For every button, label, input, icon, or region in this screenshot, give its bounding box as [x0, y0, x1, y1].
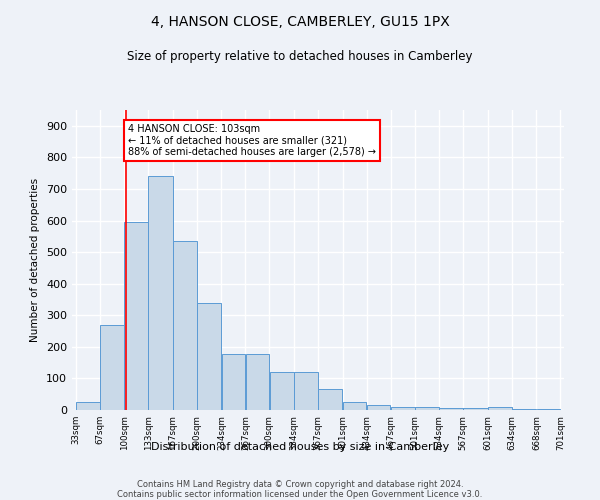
Bar	[148, 176, 173, 410]
Bar	[76, 402, 100, 410]
Bar	[269, 372, 294, 410]
Text: Contains HM Land Registry data © Crown copyright and database right 2024.
Contai: Contains HM Land Registry data © Crown c…	[118, 480, 482, 500]
Y-axis label: Number of detached properties: Number of detached properties	[31, 178, 40, 342]
Bar	[415, 407, 439, 410]
Bar	[221, 354, 245, 410]
Bar	[245, 354, 269, 410]
Text: Distribution of detached houses by size in Camberley: Distribution of detached houses by size …	[151, 442, 449, 452]
Bar	[367, 406, 391, 410]
Bar	[343, 402, 367, 410]
Bar	[124, 222, 148, 410]
Bar	[318, 388, 343, 410]
Bar	[294, 372, 318, 410]
Bar	[463, 408, 488, 410]
Text: 4 HANSON CLOSE: 103sqm
← 11% of detached houses are smaller (321)
88% of semi-de: 4 HANSON CLOSE: 103sqm ← 11% of detached…	[128, 124, 376, 158]
Bar	[197, 302, 221, 410]
Bar	[391, 407, 415, 410]
Bar	[488, 408, 512, 410]
Bar	[100, 324, 124, 410]
Bar	[439, 408, 463, 410]
Bar	[512, 409, 536, 410]
Text: Size of property relative to detached houses in Camberley: Size of property relative to detached ho…	[127, 50, 473, 63]
Bar	[536, 409, 560, 410]
Text: 4, HANSON CLOSE, CAMBERLEY, GU15 1PX: 4, HANSON CLOSE, CAMBERLEY, GU15 1PX	[151, 15, 449, 29]
Bar	[173, 241, 197, 410]
